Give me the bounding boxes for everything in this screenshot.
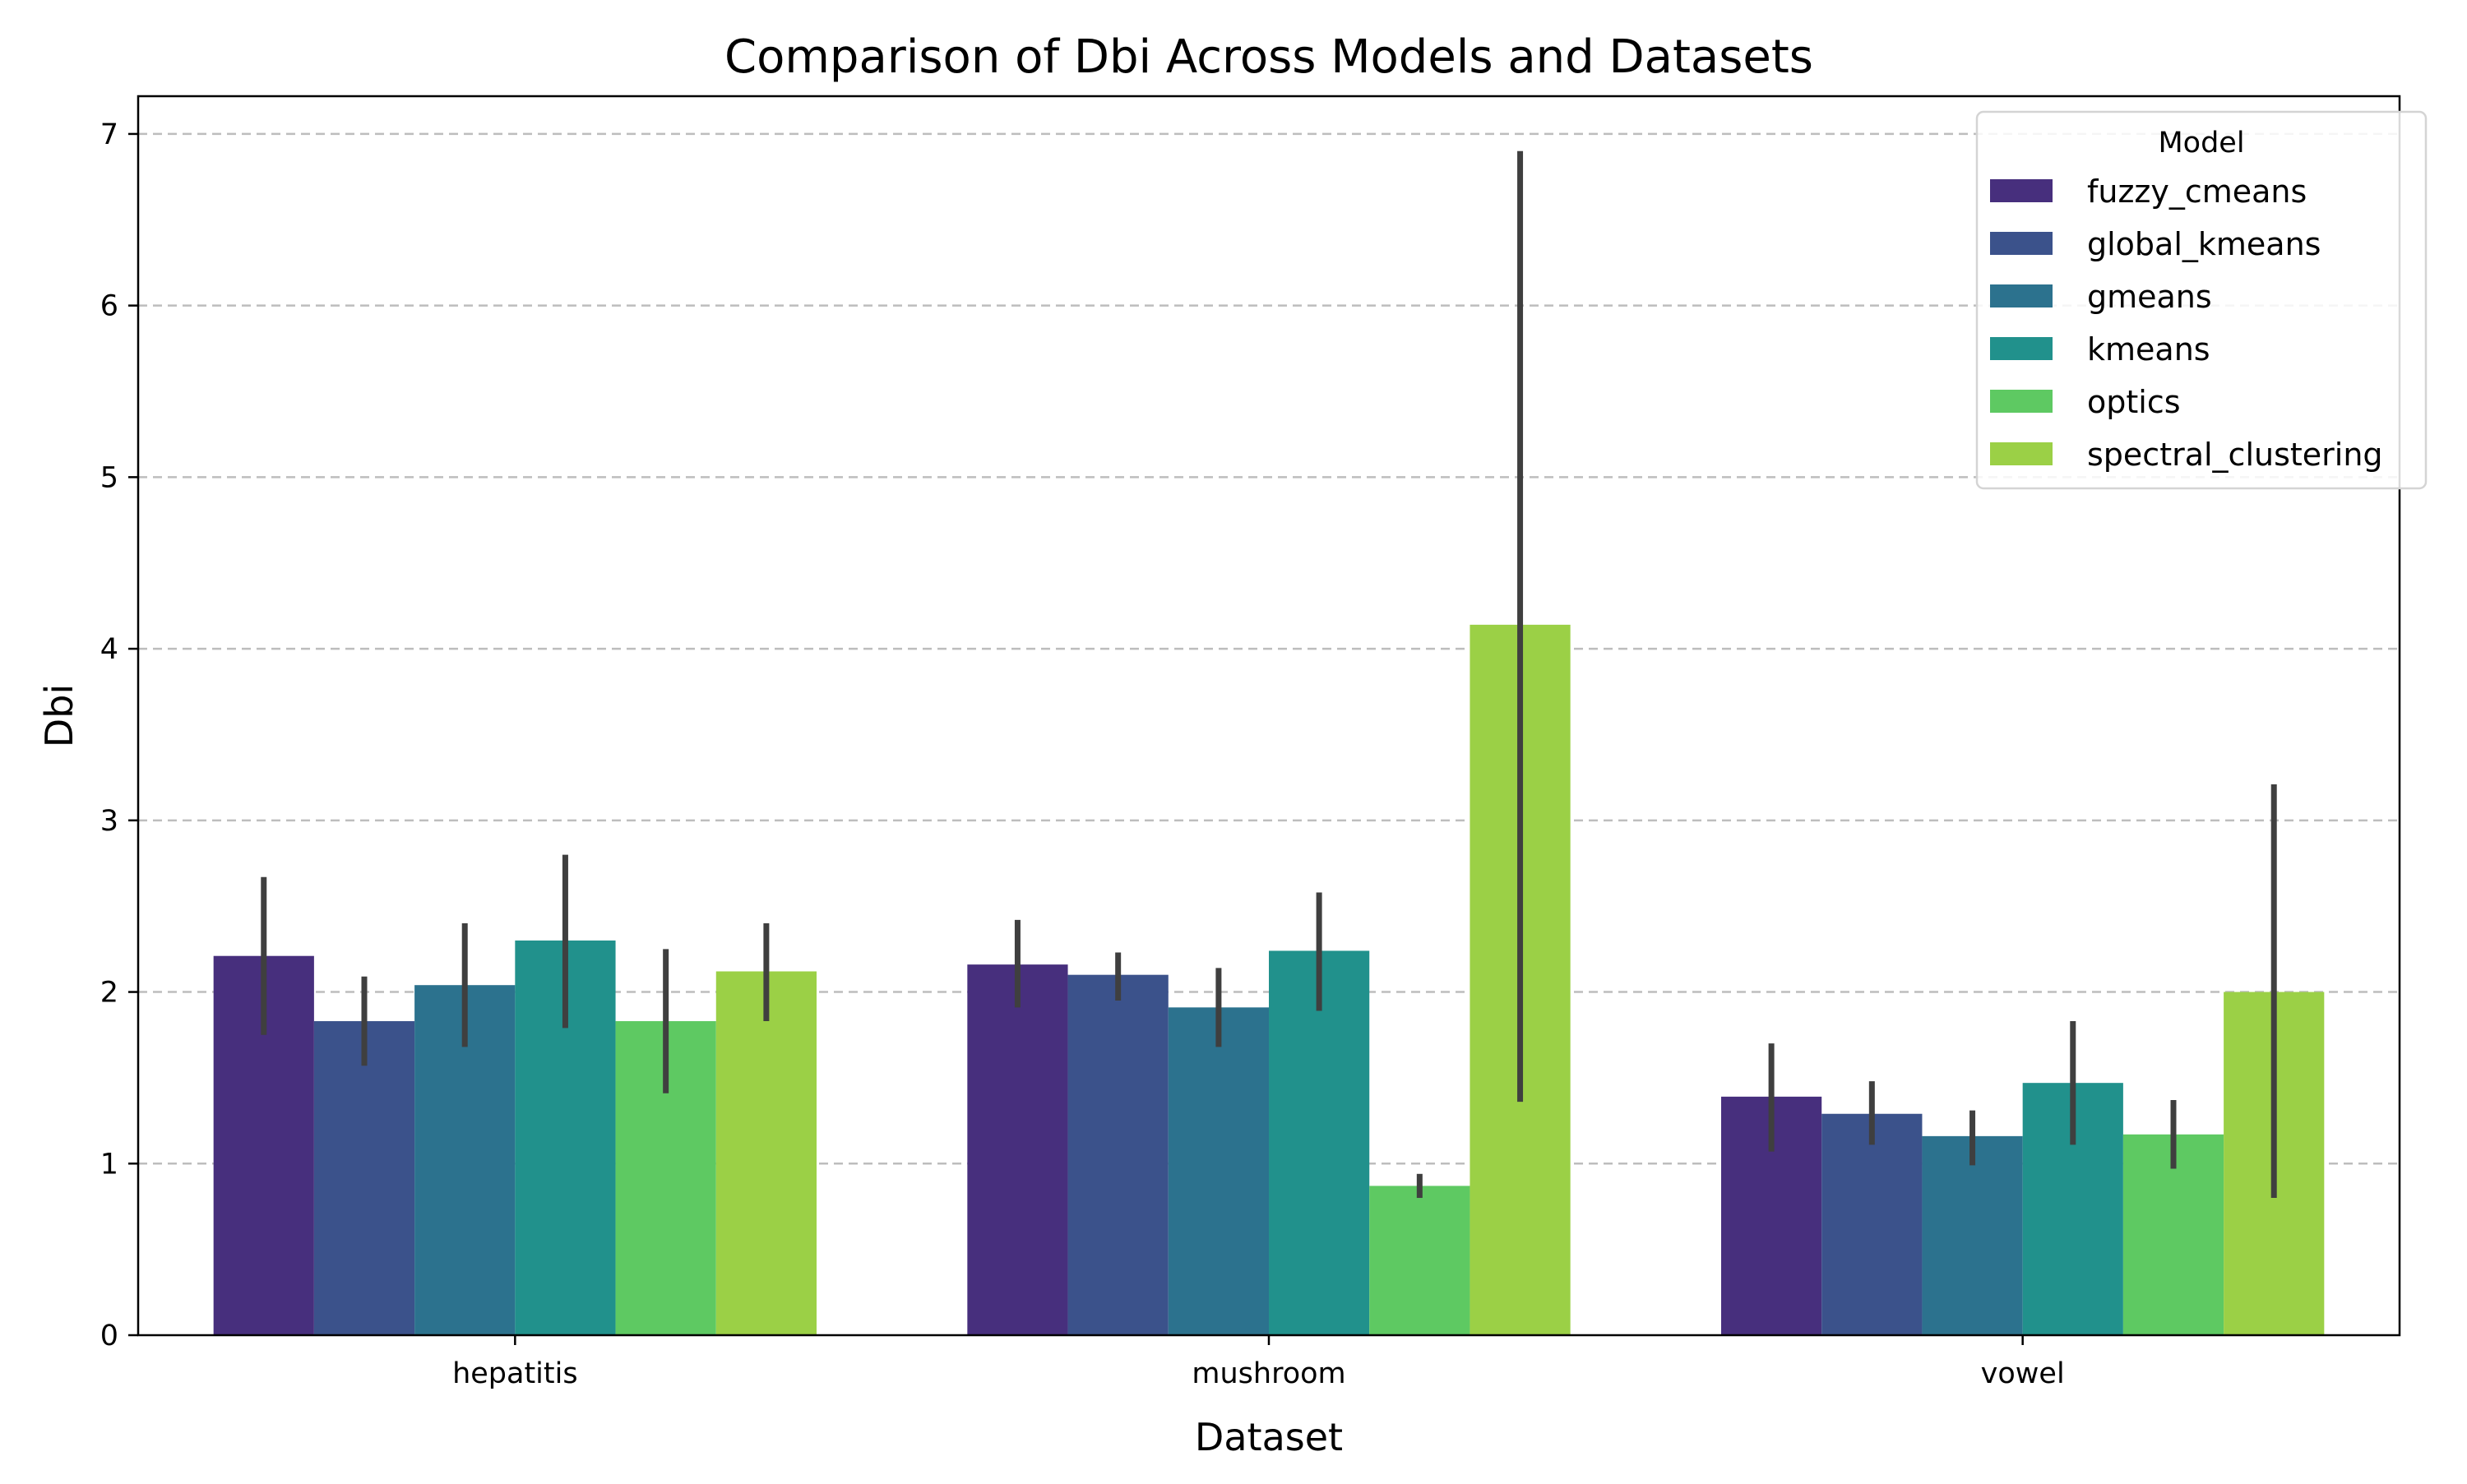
bar-optics-mushroom — [1369, 1186, 1470, 1335]
legend-swatch-optics — [1990, 390, 2053, 413]
legend-swatch-gmeans — [1990, 284, 2053, 307]
legend-swatch-fuzzy_cmeans — [1990, 179, 2053, 202]
y-tick-label: 0 — [100, 1320, 118, 1352]
x-tick-label: mushroom — [1192, 1357, 1345, 1390]
y-axis-label: Dbi — [37, 684, 81, 747]
legend-label-spectral_clustering: spectral_clustering — [2087, 437, 2383, 473]
x-tick-label: hepatitis — [452, 1357, 578, 1390]
y-tick-label: 2 — [100, 977, 118, 1010]
bar-spectral_clustering-hepatitis — [715, 971, 817, 1335]
bar-gmeans-vowel — [1922, 1135, 2023, 1335]
y-tick-label: 7 — [100, 118, 118, 151]
error-bars — [261, 150, 2277, 1199]
x-axis: hepatitis mushroom vowel — [452, 1335, 2065, 1390]
legend-title: Model — [2158, 127, 2244, 159]
y-tick-label: 5 — [100, 461, 118, 494]
legend-swatch-spectral_clustering — [1990, 442, 2053, 465]
bar-global_kmeans-vowel — [1821, 1113, 1923, 1335]
y-tick-label: 3 — [100, 805, 118, 838]
legend-swatch-kmeans — [1990, 337, 2053, 360]
bar-global_kmeans-hepatitis — [313, 1021, 415, 1335]
legend-label-global_kmeans: global_kmeans — [2087, 226, 2321, 262]
x-axis-label: Dataset — [1195, 1415, 1343, 1459]
legend-label-fuzzy_cmeans: fuzzy_cmeans — [2087, 173, 2307, 210]
bar-gmeans-mushroom — [1168, 1007, 1269, 1335]
chart-title: Comparison of Dbi Across Models and Data… — [724, 30, 1813, 84]
bar-global_kmeans-mushroom — [1067, 974, 1169, 1335]
y-tick-label: 6 — [100, 290, 118, 323]
bar-fuzzy_cmeans-mushroom — [967, 964, 1068, 1335]
legend-label-kmeans: kmeans — [2087, 331, 2210, 368]
legend-label-optics: optics — [2087, 384, 2181, 420]
legend-label-gmeans: gmeans — [2087, 279, 2212, 315]
legend-frame — [1975, 110, 2428, 490]
y-tick-label: 4 — [100, 633, 118, 666]
bar-kmeans-mushroom — [1269, 950, 1370, 1335]
x-tick-label: vowel — [1981, 1357, 2065, 1390]
y-axis: 0 1 2 3 4 5 6 7 — [100, 118, 138, 1352]
legend-swatch-global_kmeans — [1990, 232, 2053, 255]
y-tick-label: 1 — [100, 1148, 118, 1181]
